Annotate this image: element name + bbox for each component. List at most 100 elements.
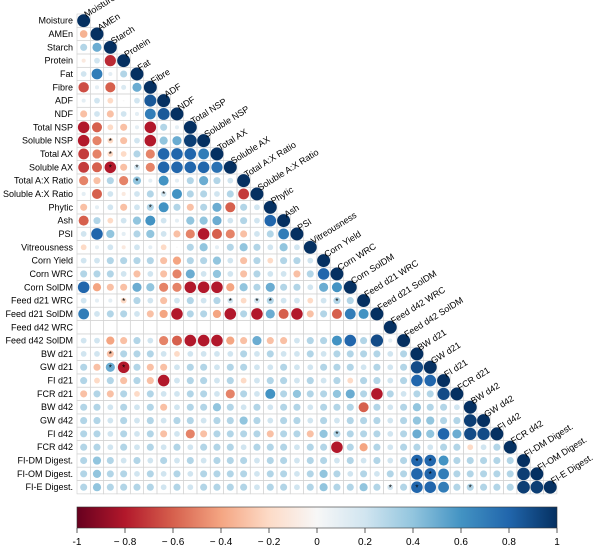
correlation-circle [197, 228, 210, 240]
correlation-circle [157, 161, 170, 174]
correlation-circle [227, 257, 234, 264]
correlation-circle [134, 404, 140, 411]
correlation-circle [212, 202, 222, 212]
correlation-circle [280, 297, 287, 304]
correlation-circle [463, 400, 477, 414]
correlation-circle [120, 417, 128, 425]
correlation-circle [158, 175, 169, 186]
correlation-circle [107, 97, 114, 104]
correlation-circle [240, 404, 247, 411]
correlation-circle [411, 481, 423, 493]
correlation-circle [360, 337, 368, 345]
correlation-circle [280, 483, 288, 491]
correlation-circle [279, 243, 288, 252]
correlation-circle [134, 97, 140, 104]
correlation-circle [174, 391, 180, 397]
correlation-circle [134, 204, 140, 211]
correlation-circle [214, 351, 220, 357]
correlation-circle [93, 270, 101, 278]
correlation-circle [254, 377, 260, 384]
correlation-circle [240, 390, 248, 398]
correlation-circle [121, 84, 127, 90]
correlation-circle [147, 337, 154, 344]
correlation-circle [437, 387, 450, 401]
correlation-circle [530, 480, 544, 494]
correlation-circle [146, 390, 154, 398]
correlation-circle [320, 337, 328, 345]
correlation-circle [346, 363, 354, 371]
correlation-circle [160, 417, 167, 424]
correlation-circle [160, 231, 167, 237]
grid-cell [223, 320, 238, 335]
correlation-circle [108, 298, 113, 303]
diagonal-label: ADF [162, 81, 183, 99]
correlation-circle [186, 177, 194, 185]
grid-cell [76, 320, 91, 335]
grid-cell [356, 320, 371, 335]
correlation-circle [160, 363, 168, 371]
correlation-circle [370, 307, 384, 321]
correlation-circle [80, 377, 88, 385]
correlation-circle [387, 457, 394, 464]
correlation-circle [424, 481, 437, 493]
correlation-circle [106, 390, 114, 398]
correlation-circle [81, 98, 86, 103]
correlation-circle [294, 244, 300, 251]
correlation-circle [467, 444, 474, 451]
correlation-circle [120, 337, 128, 345]
correlation-circle [360, 350, 368, 358]
correlation-circle [280, 417, 288, 425]
correlation-circle [306, 430, 314, 438]
row-label: NDF [55, 109, 74, 119]
correlation-circle [92, 469, 102, 478]
correlation-circle [334, 457, 340, 464]
correlation-circle [147, 457, 154, 464]
correlation-circle [106, 283, 114, 291]
correlation-circle [240, 337, 248, 345]
correlation-circle [306, 270, 314, 278]
correlation-circle [266, 337, 274, 345]
correlation-circle [307, 257, 314, 264]
correlation-circle [120, 203, 128, 211]
correlation-circle [386, 390, 394, 398]
row-label: Protein [44, 56, 73, 66]
correlation-circle [80, 270, 88, 278]
grid-cell [156, 320, 171, 335]
correlation-circle [226, 363, 234, 371]
row-label: FI-E Digest. [25, 482, 73, 492]
correlation-circle [360, 430, 368, 438]
correlation-circle [453, 470, 461, 478]
correlation-circle [133, 150, 141, 158]
correlation-circle [106, 110, 114, 118]
correlation-circle [120, 163, 128, 171]
correlation-circle [426, 403, 434, 411]
colorbar [76, 506, 558, 529]
correlation-circle [373, 417, 381, 425]
correlation-circle [105, 82, 116, 93]
correlation-circle [132, 176, 142, 185]
correlation-circle [134, 391, 140, 397]
correlation-circle [174, 125, 180, 130]
correlation-circle [146, 310, 154, 318]
correlation-circle [80, 470, 88, 478]
correlation-circle [387, 417, 394, 424]
correlation-circle [226, 403, 234, 411]
colorbar-tick-label: 1 [554, 537, 560, 548]
correlation-circle [266, 443, 274, 451]
correlation-circle [120, 271, 127, 277]
correlation-circle [173, 230, 181, 238]
correlation-circle [344, 308, 356, 320]
correlation-circle [226, 243, 234, 251]
grid-cell [183, 320, 198, 335]
correlation-circle [94, 111, 100, 117]
correlation-circle [503, 440, 517, 454]
diagonal-labels: MoistureAMEnStarchProteinFatFibreADFNDFT… [82, 0, 594, 486]
correlation-circle [210, 147, 224, 161]
colorbar-tick-label: 0.8 [502, 537, 516, 548]
diagonal-label: Phytic [269, 184, 296, 206]
correlation-circle [80, 71, 87, 77]
correlation-circle [453, 457, 461, 465]
correlation-circle [346, 350, 354, 358]
correlation-circle [174, 364, 180, 371]
correlation-circle [240, 203, 248, 211]
